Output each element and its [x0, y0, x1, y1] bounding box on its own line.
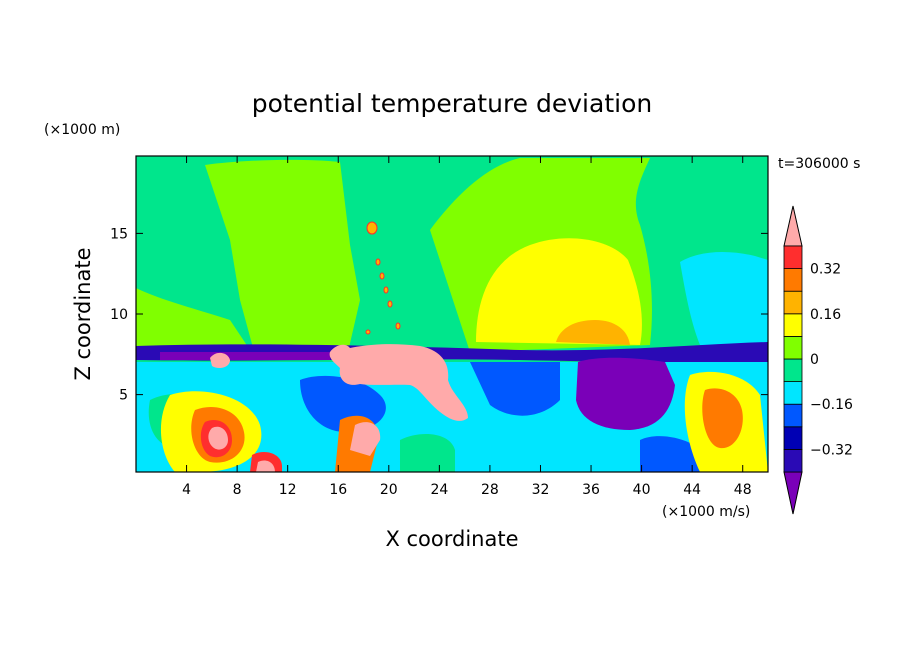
colorbar-tick-label: −0.32: [810, 442, 853, 458]
colorbar-box: [783, 245, 803, 270]
upper-left-plume: [205, 159, 360, 355]
y-tick-label: 5: [119, 388, 128, 404]
x-tick-label: 12: [279, 482, 297, 498]
colorbar: −0.32 −0.16 0 0.16 0.32: [783, 205, 853, 515]
warm-core: [556, 320, 630, 345]
time-label: t=306000 s: [778, 156, 860, 172]
colorbar-top-extension: [783, 205, 803, 247]
colorbar-bottom-extension: [783, 471, 803, 515]
x-axis-label: X coordinate: [385, 527, 518, 551]
colorbar-tick-label: −0.16: [810, 397, 853, 413]
x-tick-label: 36: [582, 482, 600, 498]
colorbar-tick-label: 0.16: [810, 307, 841, 323]
warm-dome: [476, 238, 642, 345]
x-tick-label: 48: [734, 482, 752, 498]
x-tick-label: 20: [380, 482, 398, 498]
colorbar-box: [783, 403, 803, 428]
lower-blue-patches: [300, 362, 710, 472]
colorbar-box: [783, 426, 803, 450]
hot-bubbles: [365, 221, 401, 335]
colorbar-tick-label: 0.32: [810, 262, 841, 278]
colorbar-box: [783, 381, 803, 405]
plot-area: [136, 156, 768, 472]
hot-spot-left: [210, 352, 230, 368]
colorbar-box: [783, 448, 803, 473]
x-tick-label: 4: [182, 482, 191, 498]
x-tick-label: 28: [481, 482, 499, 498]
hot-anomaly: [329, 344, 468, 421]
left-lower-band: [136, 288, 250, 352]
y-axis-label: Z coordinate: [71, 247, 95, 380]
colorbar-box: [783, 290, 803, 315]
y-tick-label: 10: [110, 307, 128, 323]
y-unit-label: (×1000 m): [44, 122, 120, 138]
x-tick-label: 40: [633, 482, 651, 498]
chart-title: potential temperature deviation: [252, 89, 652, 118]
x-axis-ticks: 4 8 12 16 20 24 28 32 36 40 44 48: [182, 156, 752, 498]
right-lower-band: [680, 252, 768, 345]
colorbar-box: [783, 268, 803, 292]
x-tick-label: 24: [430, 482, 448, 498]
y-axis-ticks: 5 10 15: [110, 226, 768, 404]
x-tick-label: 44: [683, 482, 701, 498]
colorbar-tick-label: 0: [810, 352, 819, 368]
colorbar-box: [783, 313, 803, 337]
x-unit-label: (×1000 m/s): [662, 504, 750, 520]
x-tick-label: 16: [329, 482, 347, 498]
cold-pool: [576, 357, 675, 430]
y-tick-label: 15: [110, 226, 128, 242]
colorbar-box: [783, 335, 803, 360]
cold-band-left: [160, 352, 330, 360]
colorbar-box: [783, 358, 803, 383]
lower-pink-patches: [208, 422, 381, 472]
x-tick-label: 32: [532, 482, 550, 498]
x-tick-label: 8: [233, 482, 242, 498]
